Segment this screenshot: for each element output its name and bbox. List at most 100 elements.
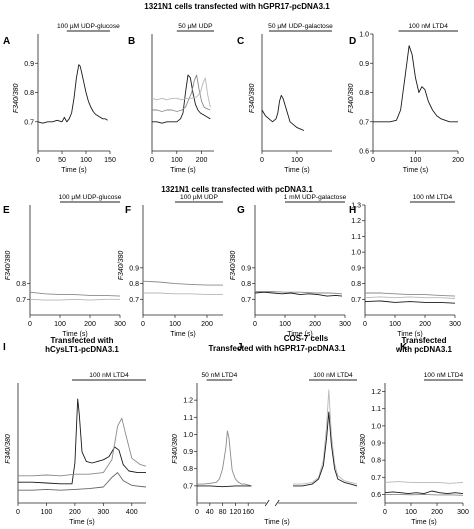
x-axis-title: Time (s): [264, 519, 289, 526]
panel-group: A 0 50 100 150 Time (s) 0.7 0.8 0.9 F340/380 100 µ…: [3, 23, 469, 526]
x-tick-label: 100: [80, 157, 92, 164]
panel-J: J 0 40 80 120 160 Time (s) 0.7 0.8 0.9 1.0 1.1 1.2 F3…: [172, 342, 358, 526]
y-tick-label: 0.8: [16, 281, 26, 288]
condition-label: 100 µM UDP-glucose: [57, 23, 120, 30]
y-axis-title: F340/380: [13, 83, 20, 113]
series-trace-0: [18, 398, 146, 485]
x-tick-label: 50: [58, 157, 66, 164]
y-tick-label: 0.8: [183, 466, 193, 473]
x-axis-title: Time (s): [61, 167, 86, 174]
x-tick-label: 120: [230, 509, 242, 516]
y-tick-label: 0.9: [24, 61, 34, 68]
group-label: Transfected with hGPR17-pcDNA3.1: [209, 344, 346, 353]
condition-label: 100 µM UDP-glucose: [59, 194, 122, 201]
panel-I: I 0 100 200 300 400 Time (s) F340/380 100 nM LTD…: [3, 336, 147, 526]
series-trace-3: [293, 411, 358, 487]
series-trace-0: [365, 292, 456, 297]
x-tick-label: 100: [54, 321, 66, 328]
panel-C: C 0 100 Time (s) F340/380 50 µM UDP-galactose: [237, 23, 333, 174]
y-tick-label: 1.1: [371, 406, 381, 413]
y-axis-title: F340/380: [5, 434, 12, 464]
x-tick-label: 0: [260, 157, 264, 164]
panel-letter: A: [3, 36, 10, 47]
y-axis-title: F340/380: [230, 251, 237, 281]
axis-break-mark: [264, 499, 270, 507]
y-tick-label: 0.7: [371, 475, 381, 482]
panel-letter: F: [125, 205, 131, 216]
x-tick-label: 0: [371, 157, 375, 164]
y-axis-title: F340/380: [172, 434, 179, 464]
panel-D: D 0 100 200 Time (s) 0.6 0.7 0.8 0.9 1.0 F340/380 1…: [348, 23, 464, 174]
y-tick-label: 0.9: [351, 265, 361, 272]
group-label: Transfected with: [50, 336, 113, 345]
series-trace-1: [197, 485, 252, 488]
x-tick-label: 100: [389, 321, 401, 328]
x-axis-title: Time (s): [62, 331, 87, 338]
y-tick-label: 0.6: [359, 149, 369, 156]
x-tick-label: 200: [201, 321, 213, 328]
axis-break-gap: [266, 501, 279, 506]
series-trace-2: [18, 472, 147, 491]
x-tick-label: 300: [457, 509, 469, 516]
x-tick-label: 200: [419, 321, 431, 328]
y-tick-label: 0.8: [371, 458, 381, 465]
panel-letter: J: [237, 342, 243, 353]
group-label: with pcDNA3.1: [395, 345, 453, 354]
condition-label: 100 nM LTD4: [413, 194, 453, 201]
banner-row3-cos7: COS-7 cells: [284, 334, 329, 343]
x-tick-label: 100: [171, 157, 183, 164]
x-tick-label: 160: [242, 509, 254, 516]
y-tick-label: 1.2: [371, 389, 381, 396]
y-tick-label: 0.8: [351, 281, 361, 288]
y-tick-label: 0.7: [241, 297, 251, 304]
y-axis-title: F340/380: [360, 434, 367, 464]
condition-label: 100 nM LTD4: [424, 372, 464, 379]
x-tick-label: 0: [383, 509, 387, 516]
x-tick-label: 200: [431, 509, 443, 516]
x-tick-label: 0: [36, 157, 40, 164]
panel-E: E 0 100 200 300 Time (s) 0.7 0.8 F340/380 100 µM …: [3, 194, 126, 338]
y-tick-label: 0.7: [16, 297, 26, 304]
y-axis-title: F340/380: [348, 83, 355, 113]
x-tick-label: 300: [114, 321, 126, 328]
y-tick-label: 0.8: [129, 281, 139, 288]
x-tick-label: 300: [97, 509, 109, 516]
y-tick-label: 1.0: [351, 250, 361, 257]
banner-row1: 1321N1 cells transfected with hGPR17-pcD…: [144, 2, 330, 11]
y-tick-label: 1.3: [351, 203, 361, 210]
y-tick-label: 0.9: [129, 265, 139, 272]
y-tick-label: 1.2: [351, 218, 361, 225]
x-tick-label: 100: [291, 157, 303, 164]
x-tick-label: 100: [405, 509, 417, 516]
x-axis-title: Time (s): [411, 519, 436, 526]
y-tick-label: 1.1: [351, 234, 361, 241]
x-tick-label: 0: [28, 321, 32, 328]
condition-label: 1 mM UDP-galactose: [284, 194, 347, 201]
x-tick-label: 200: [69, 509, 81, 516]
x-tick-label: 200: [196, 157, 208, 164]
series-trace-0: [29, 291, 121, 297]
series-trace-1: [143, 292, 223, 296]
y-tick-label: 0.8: [241, 281, 251, 288]
series-trace-2: [385, 493, 464, 496]
y-axis-title: F340/380: [5, 251, 12, 281]
series-trace-2: [151, 77, 211, 108]
x-tick-label: 100: [279, 321, 291, 328]
y-axis-title: F340/380: [118, 251, 125, 281]
x-axis-title: Time (s): [170, 167, 195, 174]
panel-letter: E: [3, 205, 10, 216]
condition-label: 100 nM LTD4: [89, 372, 129, 379]
y-tick-label: 1.1: [183, 415, 193, 422]
x-tick-label: 300: [449, 321, 461, 328]
x-tick-label: 300: [339, 321, 351, 328]
y-tick-label: 0.8: [24, 90, 34, 97]
series-trace-0: [37, 64, 108, 124]
condition-label: 100 nM LTD4: [409, 23, 449, 30]
y-tick-label: 1.0: [371, 423, 381, 430]
series-trace-1: [29, 298, 120, 301]
series-trace-1: [152, 74, 211, 112]
x-axis-title: Time (s): [69, 519, 94, 526]
x-tick-label: 400: [126, 509, 138, 516]
condition-label: 50 µM UDP: [178, 23, 213, 30]
